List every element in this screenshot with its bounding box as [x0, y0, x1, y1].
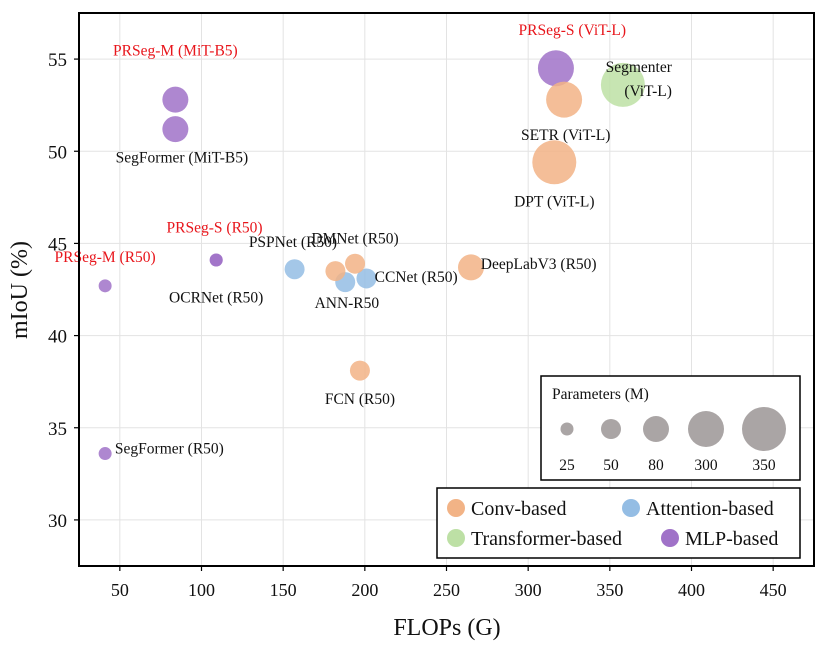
point-label: SegFormer (MiT-B5): [116, 149, 248, 166]
data-point: [162, 116, 189, 143]
grid-lines: [79, 13, 814, 566]
x-tick-label: 50: [111, 580, 129, 600]
point-label: FCN (R50): [325, 391, 395, 408]
data-point: [284, 259, 305, 280]
y-axis-label: mIoU (%): [7, 241, 33, 339]
x-tick-label: 150: [270, 580, 297, 600]
data-point: [537, 50, 574, 87]
size-legend-title: Parameters (M): [552, 386, 649, 403]
legend-swatch: [447, 499, 465, 517]
y-tick-label: 35: [48, 419, 67, 440]
point-labels: PRSeg-M (R50) SegFormer (R50) PRSeg-S (R50…: [55, 22, 673, 457]
point-label: PRSeg-S (R50): [167, 219, 263, 236]
y-tick-label: 50: [48, 142, 67, 163]
data-point: [600, 62, 645, 107]
x-tick-label: 400: [678, 580, 705, 600]
size-legend-swatch: [643, 416, 669, 442]
size-legend-label: 50: [603, 457, 619, 474]
point-label: SegFormer (R50): [115, 441, 224, 458]
data-points: [98, 50, 645, 461]
legend-label: Conv-based: [471, 498, 567, 520]
size-legend-swatch: [688, 411, 724, 447]
x-tick-label: 200: [351, 580, 378, 600]
size-legend-label: 80: [648, 457, 664, 474]
data-point: [546, 81, 583, 118]
legend-swatch: [622, 499, 640, 517]
x-axis-label: FLOPs (G): [393, 615, 500, 641]
data-point: [356, 268, 377, 289]
data-point: [532, 140, 577, 185]
point-label: ANN-R50: [315, 295, 380, 312]
size-legend: Parameters (M) 25 50 80 300 350: [540, 375, 801, 481]
point-label: OCRNet (R50): [169, 289, 263, 306]
data-point: [209, 253, 223, 267]
size-legend-swatch: [742, 407, 786, 451]
point-label: PRSeg-M (MiT-B5): [113, 42, 238, 59]
point-label: CCNet (R50): [375, 269, 458, 286]
size-legend-label: 25: [559, 457, 575, 474]
y-tick-label: 30: [48, 511, 67, 532]
x-tick-label: 100: [188, 580, 215, 600]
point-label: PRSeg-S (ViT-L): [519, 22, 626, 39]
point-label: DeepLabV3 (R50): [481, 256, 597, 273]
point-label: DPT (ViT-L): [514, 194, 594, 211]
point-label: SETR (ViT-L): [521, 127, 610, 144]
data-point: [98, 279, 112, 293]
category-legend-box: [436, 487, 801, 559]
y-tick-label: 45: [48, 234, 67, 255]
data-point: [458, 254, 484, 281]
legend-label: MLP-based: [685, 528, 778, 550]
legend-swatch: [661, 529, 679, 547]
x-tick-label: 350: [596, 580, 623, 600]
point-label: PSPNet (R50): [249, 234, 337, 251]
point-label: PRSeg-M (R50): [55, 249, 156, 266]
point-label: DMNet (R50): [311, 230, 398, 247]
data-point: [162, 86, 189, 113]
y-tick-label: 40: [48, 327, 67, 348]
size-legend-label: 300: [694, 457, 718, 474]
y-tick-label: 55: [48, 50, 67, 71]
point-label: (ViT-L): [624, 83, 672, 100]
size-legend-swatch: [560, 422, 574, 436]
x-tick-label: 450: [760, 580, 787, 600]
data-point: [349, 360, 370, 381]
size-legend-label: 350: [752, 457, 776, 474]
data-point: [98, 447, 112, 461]
x-axis-ticks: 50 100 150 200 250 300 350 400 450: [111, 566, 787, 600]
y-axis-ticks: 30 35 40 45 50 55: [48, 50, 79, 532]
size-legend-swatch: [601, 419, 621, 439]
x-tick-label: 250: [433, 580, 460, 600]
data-point: [345, 253, 366, 274]
point-label: Segmenter: [606, 59, 673, 76]
legend-label: Attention-based: [646, 498, 774, 520]
data-point: [325, 261, 346, 282]
x-tick-label: 300: [515, 580, 542, 600]
legend-label: Transformer-based: [471, 528, 622, 550]
category-legend: Conv-based Attention-based Transformer-bas…: [436, 487, 801, 559]
legend-swatch: [447, 529, 465, 547]
